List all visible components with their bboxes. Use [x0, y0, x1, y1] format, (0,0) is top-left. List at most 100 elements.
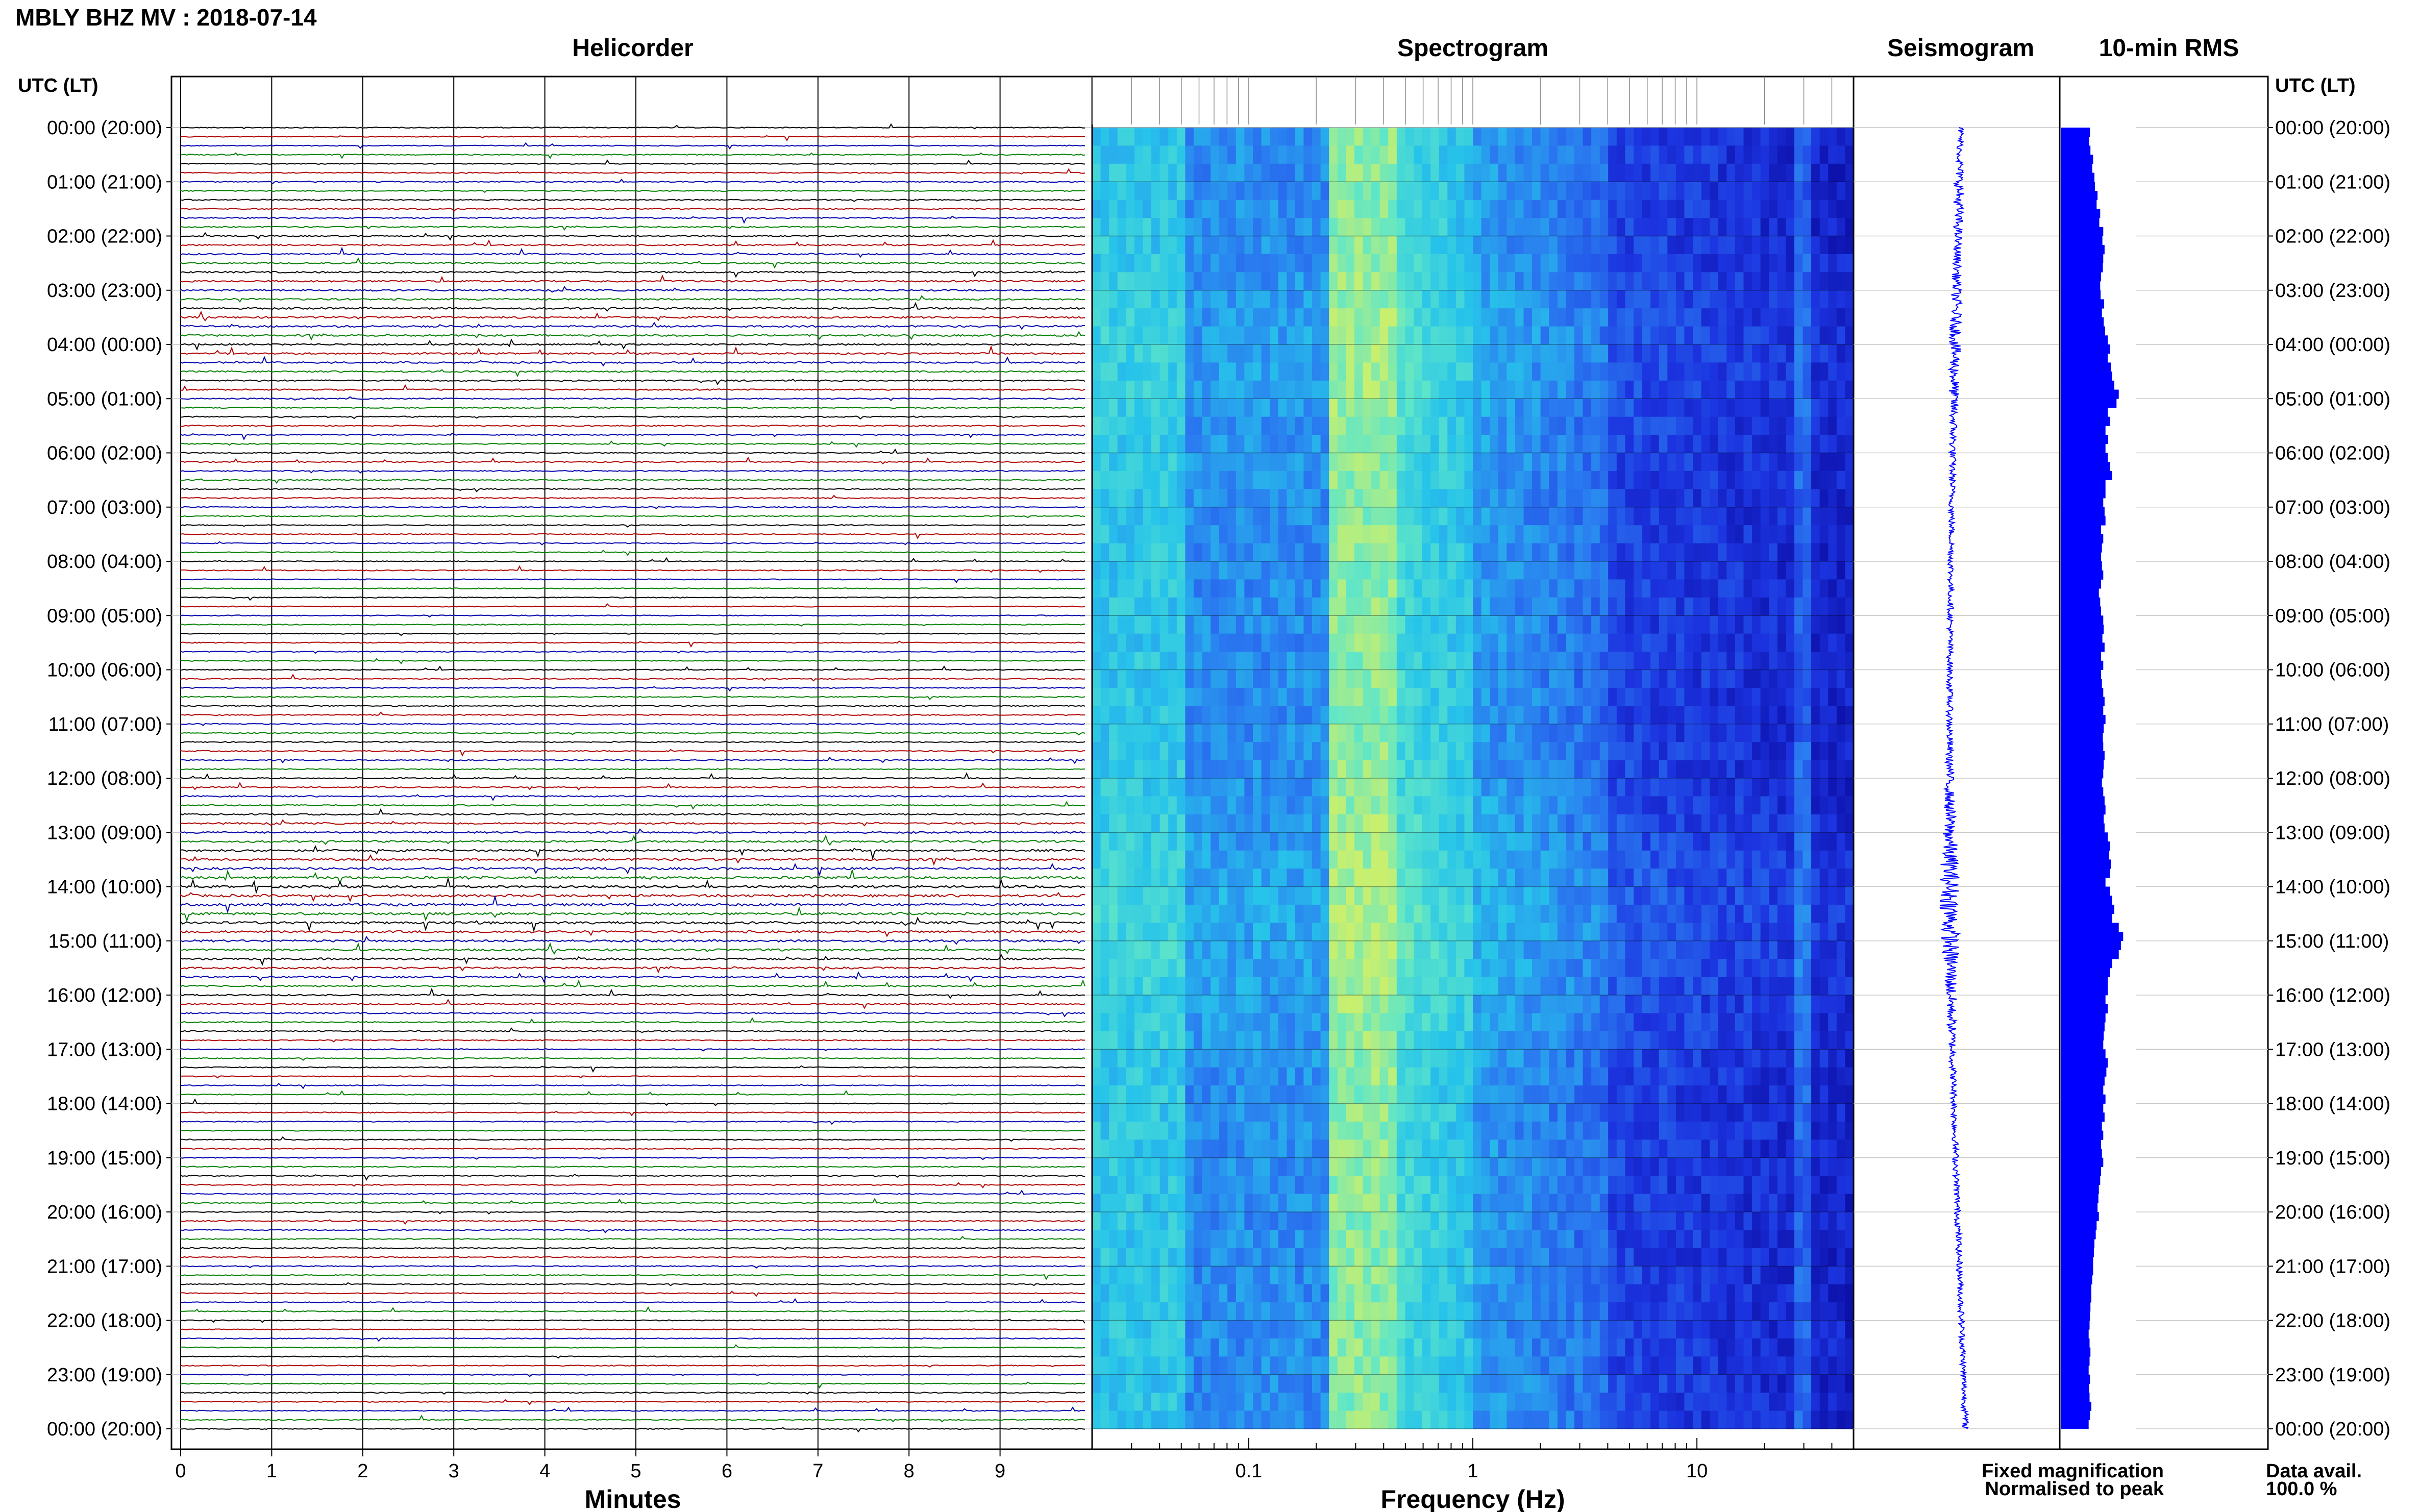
spectrogram-cell — [1270, 742, 1279, 761]
spectrogram-cell — [1278, 470, 1288, 489]
spectrogram-cell — [1211, 543, 1220, 562]
spectrogram-cell — [1278, 254, 1288, 272]
spectrogram-cell — [1532, 1284, 1541, 1303]
spectrogram-cell — [1430, 200, 1440, 218]
spectrogram-cell — [1574, 633, 1584, 652]
spectrogram-cell — [1498, 561, 1508, 580]
helicorder-trace — [180, 515, 1085, 518]
spectrogram-cell — [1320, 959, 1329, 978]
spectrogram-cell — [1287, 796, 1296, 815]
spectrogram-cell — [1455, 814, 1465, 833]
spectrogram-cell — [1287, 1085, 1296, 1104]
spectrogram-cell — [1270, 272, 1279, 291]
spectrogram-cell — [1439, 1013, 1448, 1032]
spectrogram-cell — [1523, 670, 1533, 688]
spectrogram-cell — [1616, 832, 1626, 851]
spectrogram-cell — [1549, 1067, 1558, 1086]
spectrogram-cell — [1270, 1338, 1279, 1357]
spectrogram-cell — [1100, 543, 1109, 562]
spectrogram-cell — [1599, 1320, 1609, 1339]
spectrogram-cell — [1236, 507, 1245, 526]
spectrogram-cell — [1507, 453, 1516, 472]
spectrogram-cell — [1126, 760, 1135, 779]
spectrogram-cell — [1430, 1338, 1440, 1357]
spectrogram-cell — [1498, 254, 1508, 272]
spectrogram-cell — [1557, 145, 1567, 164]
spectrogram-cell — [1151, 706, 1161, 725]
spectrogram-cell — [1414, 615, 1423, 634]
spectrogram-cell — [1422, 1393, 1431, 1411]
spectrogram-cell — [1270, 344, 1279, 363]
spectrogram-cell — [1388, 886, 1397, 905]
spectrogram-cell — [1532, 1194, 1541, 1212]
spectrogram-cell — [1211, 561, 1220, 580]
spectrogram-cell — [1363, 579, 1372, 598]
spectrogram-cell — [1329, 163, 1338, 182]
spectrogram-cell — [1608, 995, 1617, 1013]
spectrogram-cell — [1379, 579, 1389, 598]
spectrogram-cell — [1481, 1031, 1490, 1050]
spectrogram-cell — [1625, 507, 1634, 526]
spectrogram-cell — [1515, 1212, 1524, 1230]
spectrogram-cell — [1109, 1049, 1118, 1068]
spectrogram-cell — [1490, 453, 1499, 472]
spectrogram-cell — [1447, 832, 1457, 851]
spectrogram-cell — [1515, 145, 1524, 164]
spectrogram-cell — [1405, 850, 1414, 869]
spectrogram-cell — [1473, 633, 1482, 652]
spectrogram-cell — [1109, 1338, 1118, 1357]
spectrogram-cell — [1109, 687, 1118, 706]
spectrogram-cell — [1261, 760, 1270, 779]
spectrogram-cell — [1193, 145, 1203, 164]
spectrogram-cell — [1168, 706, 1177, 725]
spectrogram-cell — [1473, 399, 1482, 417]
spectrogram-cell — [1574, 128, 1584, 146]
spectrogram-cell — [1464, 1067, 1473, 1086]
spectrogram-cell — [1507, 706, 1516, 725]
spectrogram-cell — [1151, 1248, 1161, 1267]
spectrogram-cell — [1337, 1393, 1347, 1411]
spectrogram-cell — [1193, 128, 1203, 146]
spectrogram-cell — [1532, 543, 1541, 562]
spectrogram-cell — [1346, 1013, 1355, 1032]
spectrogram-cell — [1591, 1103, 1600, 1122]
spectrogram-cell — [1634, 904, 1643, 923]
spectrogram-cell — [1455, 995, 1465, 1013]
spectrogram-cell — [1312, 470, 1321, 489]
spectrogram-cell — [1176, 1049, 1186, 1068]
spectrogram-cell — [1295, 706, 1304, 725]
spectrogram-cell — [1464, 145, 1473, 164]
spectrogram-cell — [1287, 1356, 1296, 1375]
spectrogram-cell — [1507, 977, 1516, 996]
spectrogram-cell — [1608, 760, 1617, 779]
spectrogram-cell — [1599, 507, 1609, 526]
spectrogram-cell — [1193, 1031, 1203, 1050]
spectrogram-cell — [1371, 940, 1380, 959]
spectrogram-cell — [1151, 1139, 1161, 1158]
spectrogram-cell — [1515, 507, 1524, 526]
spectrogram-cell — [1371, 1085, 1380, 1104]
spectrogram-cell — [1346, 200, 1355, 218]
spectrogram-cell — [1320, 760, 1329, 779]
spectrogram-cell — [1363, 1157, 1372, 1176]
spectrogram-cell — [1337, 869, 1347, 887]
spectrogram-cell — [1261, 1320, 1270, 1339]
spectrogram-cell — [1608, 742, 1617, 761]
spectrogram-cell — [1176, 1248, 1186, 1267]
spectrogram-cell — [1312, 940, 1321, 959]
spectrogram-cell — [1329, 687, 1338, 706]
spectrogram-cell — [1261, 1194, 1270, 1212]
spectrogram-cell — [1574, 1103, 1584, 1122]
spectrogram-cell — [1625, 380, 1634, 399]
spectrogram-cell — [1608, 435, 1617, 454]
spectrogram-cell — [1557, 453, 1567, 472]
spectrogram-cell — [1379, 326, 1389, 345]
spectrogram-cell — [1379, 760, 1389, 779]
spectrogram-cell — [1134, 200, 1144, 218]
spectrogram-cell — [1151, 1103, 1161, 1122]
spectrogram-cell — [1523, 1103, 1533, 1122]
spectrogram-cell — [1244, 1049, 1253, 1068]
spectrogram-cell — [1117, 687, 1127, 706]
spectrogram-cell — [1371, 869, 1380, 887]
spectrogram-cell — [1591, 1266, 1600, 1285]
